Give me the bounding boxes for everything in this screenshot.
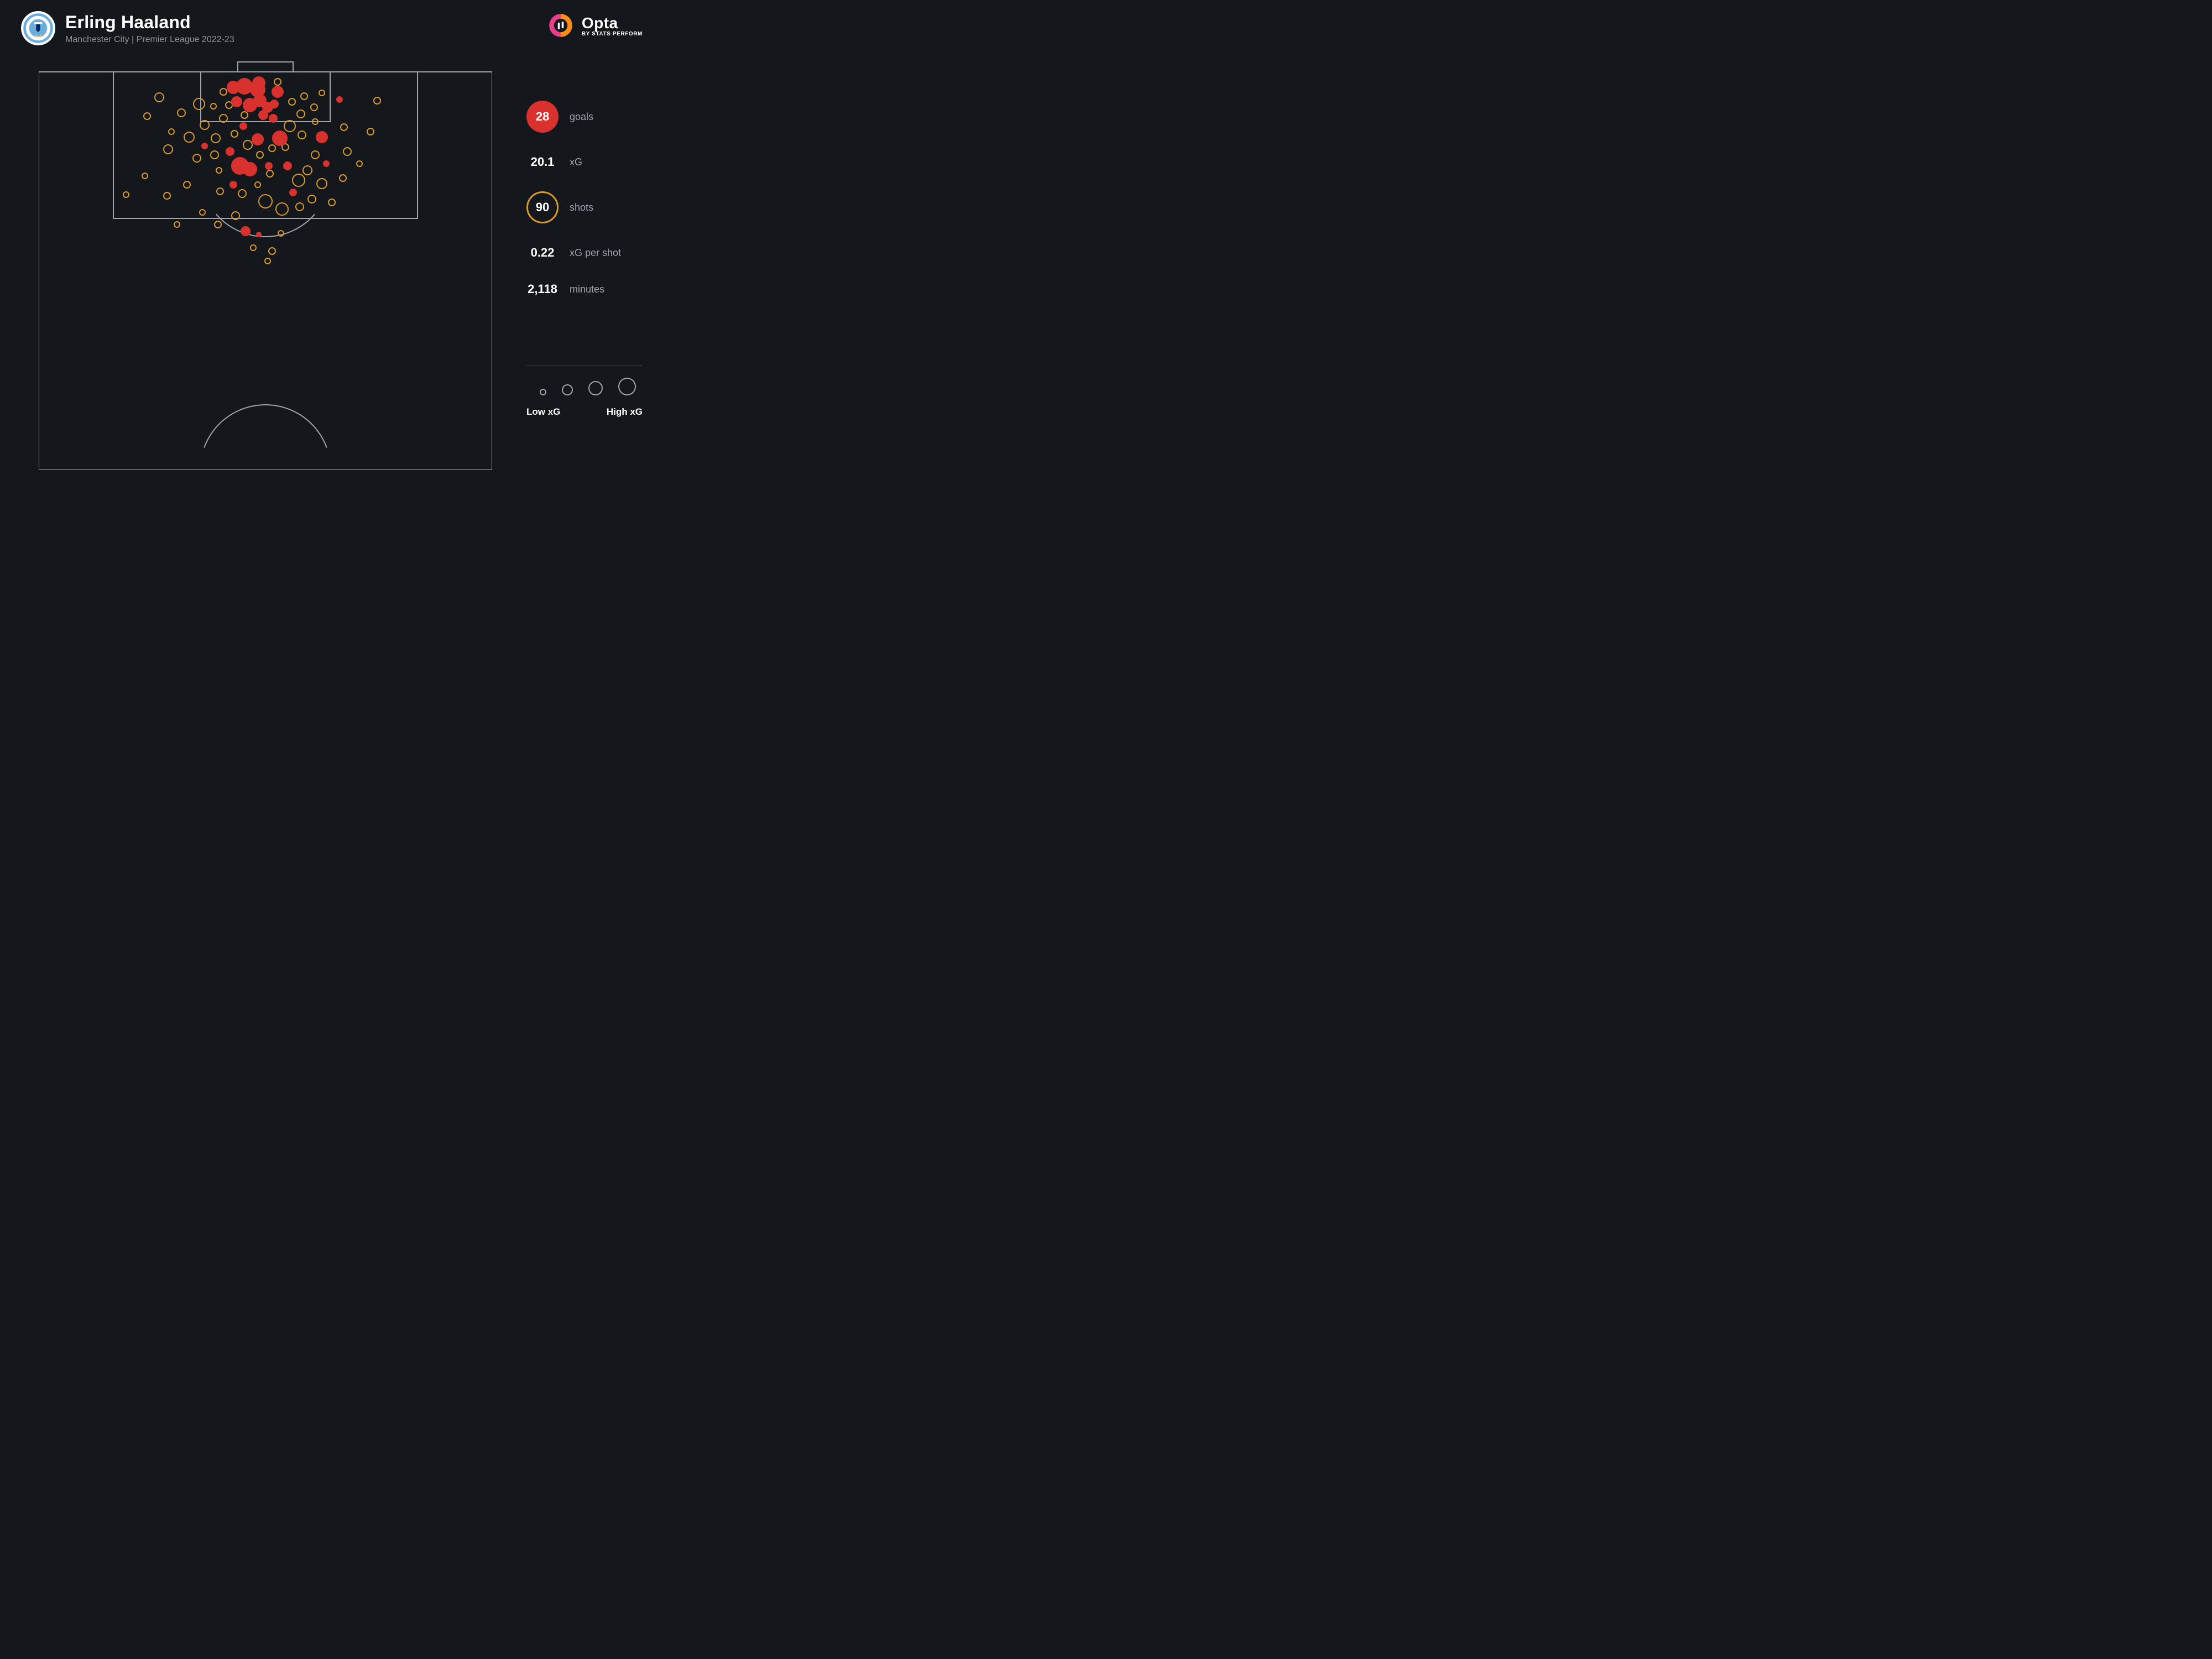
stat-row: 0.22 xG per shot bbox=[526, 246, 643, 260]
stat-label: xG per shot bbox=[570, 247, 621, 259]
header: Erling Haaland Manchester City | Premier… bbox=[21, 11, 234, 45]
brand-mark-icon bbox=[546, 11, 575, 40]
legend-circle bbox=[540, 389, 546, 395]
stat-value: 0.22 bbox=[526, 246, 559, 260]
stat-value: 20.1 bbox=[526, 155, 559, 169]
club-badge-icon bbox=[22, 12, 54, 44]
shot-map-card: Erling Haaland Manchester City | Premier… bbox=[0, 0, 664, 498]
legend-circle bbox=[562, 384, 573, 395]
pitch-svg bbox=[39, 61, 492, 470]
stat-value: 90 bbox=[526, 191, 559, 223]
brand-byline: BY STATS PERFORM bbox=[582, 31, 643, 37]
legend-circle bbox=[618, 378, 636, 395]
stat-label: shots bbox=[570, 202, 593, 213]
stat-row: 28 goals bbox=[526, 101, 643, 133]
subtitle: Manchester City | Premier League 2022-23 bbox=[65, 35, 234, 45]
brand-name: Opta bbox=[582, 14, 618, 32]
club-badge bbox=[21, 11, 55, 45]
stat-label: minutes bbox=[570, 284, 604, 295]
legend-labels: Low xG High xG bbox=[526, 406, 643, 418]
legend-scale bbox=[526, 378, 643, 395]
title-block: Erling Haaland Manchester City | Premier… bbox=[65, 12, 234, 45]
stat-row: 20.1 xG bbox=[526, 155, 643, 169]
pitch bbox=[39, 61, 492, 470]
stats-panel: 28 goals 20.1 xG 90 shots 0.22 xG per shot 2,118… bbox=[526, 101, 643, 296]
legend: Low xG High xG bbox=[526, 365, 643, 418]
brand-text: Opta BY STATS PERFORM bbox=[582, 14, 643, 37]
stat-value: 2,118 bbox=[526, 282, 559, 296]
stat-value: 28 bbox=[526, 101, 559, 133]
legend-divider bbox=[526, 365, 643, 366]
legend-circle bbox=[588, 381, 603, 395]
stat-row: 90 shots bbox=[526, 191, 643, 223]
stat-row: 2,118 minutes bbox=[526, 282, 643, 296]
legend-high-label: High xG bbox=[607, 406, 643, 418]
stat-label: xG bbox=[570, 156, 582, 168]
brand-logo: Opta BY STATS PERFORM bbox=[546, 11, 643, 40]
legend-low-label: Low xG bbox=[526, 406, 560, 418]
player-name: Erling Haaland bbox=[65, 12, 234, 33]
stat-label: goals bbox=[570, 111, 593, 123]
